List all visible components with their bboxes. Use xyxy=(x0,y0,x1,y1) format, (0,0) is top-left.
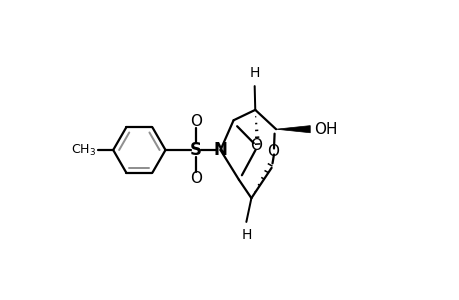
Polygon shape xyxy=(275,126,309,133)
Text: N: N xyxy=(213,141,227,159)
Text: CH$_3$: CH$_3$ xyxy=(71,142,96,158)
Text: O: O xyxy=(190,171,202,186)
Text: OH: OH xyxy=(313,122,336,137)
Text: S: S xyxy=(190,141,202,159)
Text: O: O xyxy=(267,144,279,159)
Text: H: H xyxy=(249,66,259,80)
Text: O: O xyxy=(190,114,202,129)
Text: H: H xyxy=(241,229,251,242)
Text: O: O xyxy=(250,138,262,153)
